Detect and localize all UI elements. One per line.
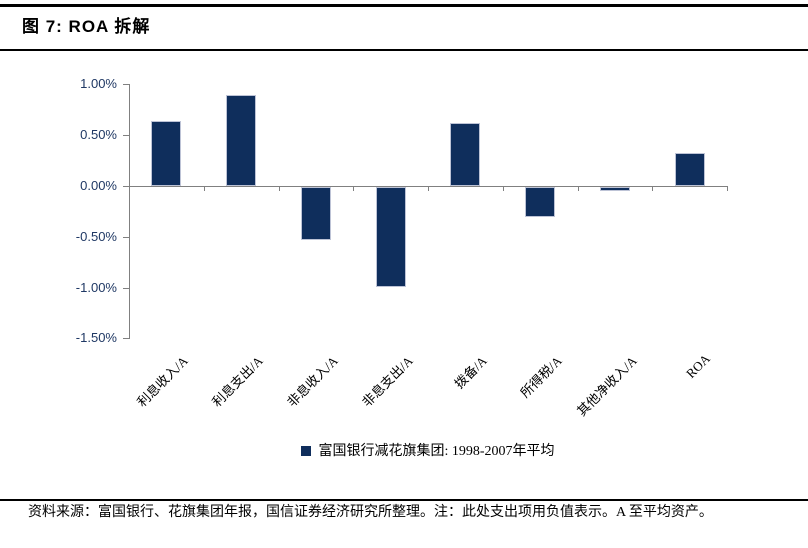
- bar: [226, 95, 256, 186]
- x-axis-tick: [578, 186, 579, 191]
- y-axis-tick: [123, 237, 129, 238]
- y-axis-tick: [123, 338, 129, 339]
- y-axis-label: -0.50%: [75, 229, 117, 244]
- x-axis-tick: [428, 186, 429, 191]
- bar: [675, 153, 705, 186]
- y-axis-tick: [123, 186, 129, 187]
- x-axis-label: ROA: [682, 351, 713, 382]
- y-axis-label: 1.00%: [80, 76, 117, 91]
- x-axis-label: 非息收入/A: [284, 353, 341, 410]
- x-axis-tick: [353, 186, 354, 191]
- y-axis-tick: [123, 135, 129, 136]
- y-axis-tick: [123, 84, 129, 85]
- bar: [525, 187, 555, 217]
- x-axis-tick: [727, 186, 728, 191]
- figure-title: 图 7: ROA 拆解: [22, 17, 151, 36]
- x-axis-label: 所得税/A: [517, 353, 565, 401]
- x-axis-tick: [279, 186, 280, 191]
- chart-legend: 富国银行减花旗集团: 1998-2007年平均: [129, 440, 727, 460]
- bar: [450, 123, 480, 186]
- bar: [376, 187, 406, 287]
- x-axis-label: 拨备/A: [451, 353, 490, 392]
- bar: [151, 121, 181, 186]
- roa-decomposition-bar-chart: 富国银行减花旗集团: 1998-2007年平均 1.00% 0.50% 0.00% -…: [0, 55, 808, 475]
- x-axis-label: 非息支出/A: [359, 353, 416, 410]
- y-axis-label: 0.50%: [80, 127, 117, 142]
- y-axis-label: -1.50%: [75, 330, 117, 345]
- legend-swatch: [301, 445, 312, 456]
- x-axis-label: 利息支出/A: [209, 353, 266, 410]
- bar: [301, 187, 331, 240]
- x-axis-tick: [204, 186, 205, 191]
- y-axis-tick: [123, 288, 129, 289]
- x-axis-tick: [652, 186, 653, 191]
- y-axis-label: -1.00%: [75, 280, 117, 295]
- top-rule: [0, 4, 808, 7]
- source-note: 资料来源：富国银行、花旗集团年报，国信证券经济研究所整理。注：此处支出项用负值表…: [28, 505, 713, 520]
- legend-label: 富国银行减花旗集团: 1998-2007年平均: [318, 444, 555, 459]
- footer-divider: [0, 499, 808, 501]
- x-axis-label: 其他净收入/A: [573, 353, 640, 419]
- title-divider: [0, 49, 808, 51]
- y-axis-label: 0.00%: [80, 178, 117, 193]
- bar: [600, 187, 630, 191]
- x-axis-tick: [503, 186, 504, 191]
- y-axis-line: [129, 84, 130, 339]
- x-axis-label: 利息收入/A: [134, 353, 191, 410]
